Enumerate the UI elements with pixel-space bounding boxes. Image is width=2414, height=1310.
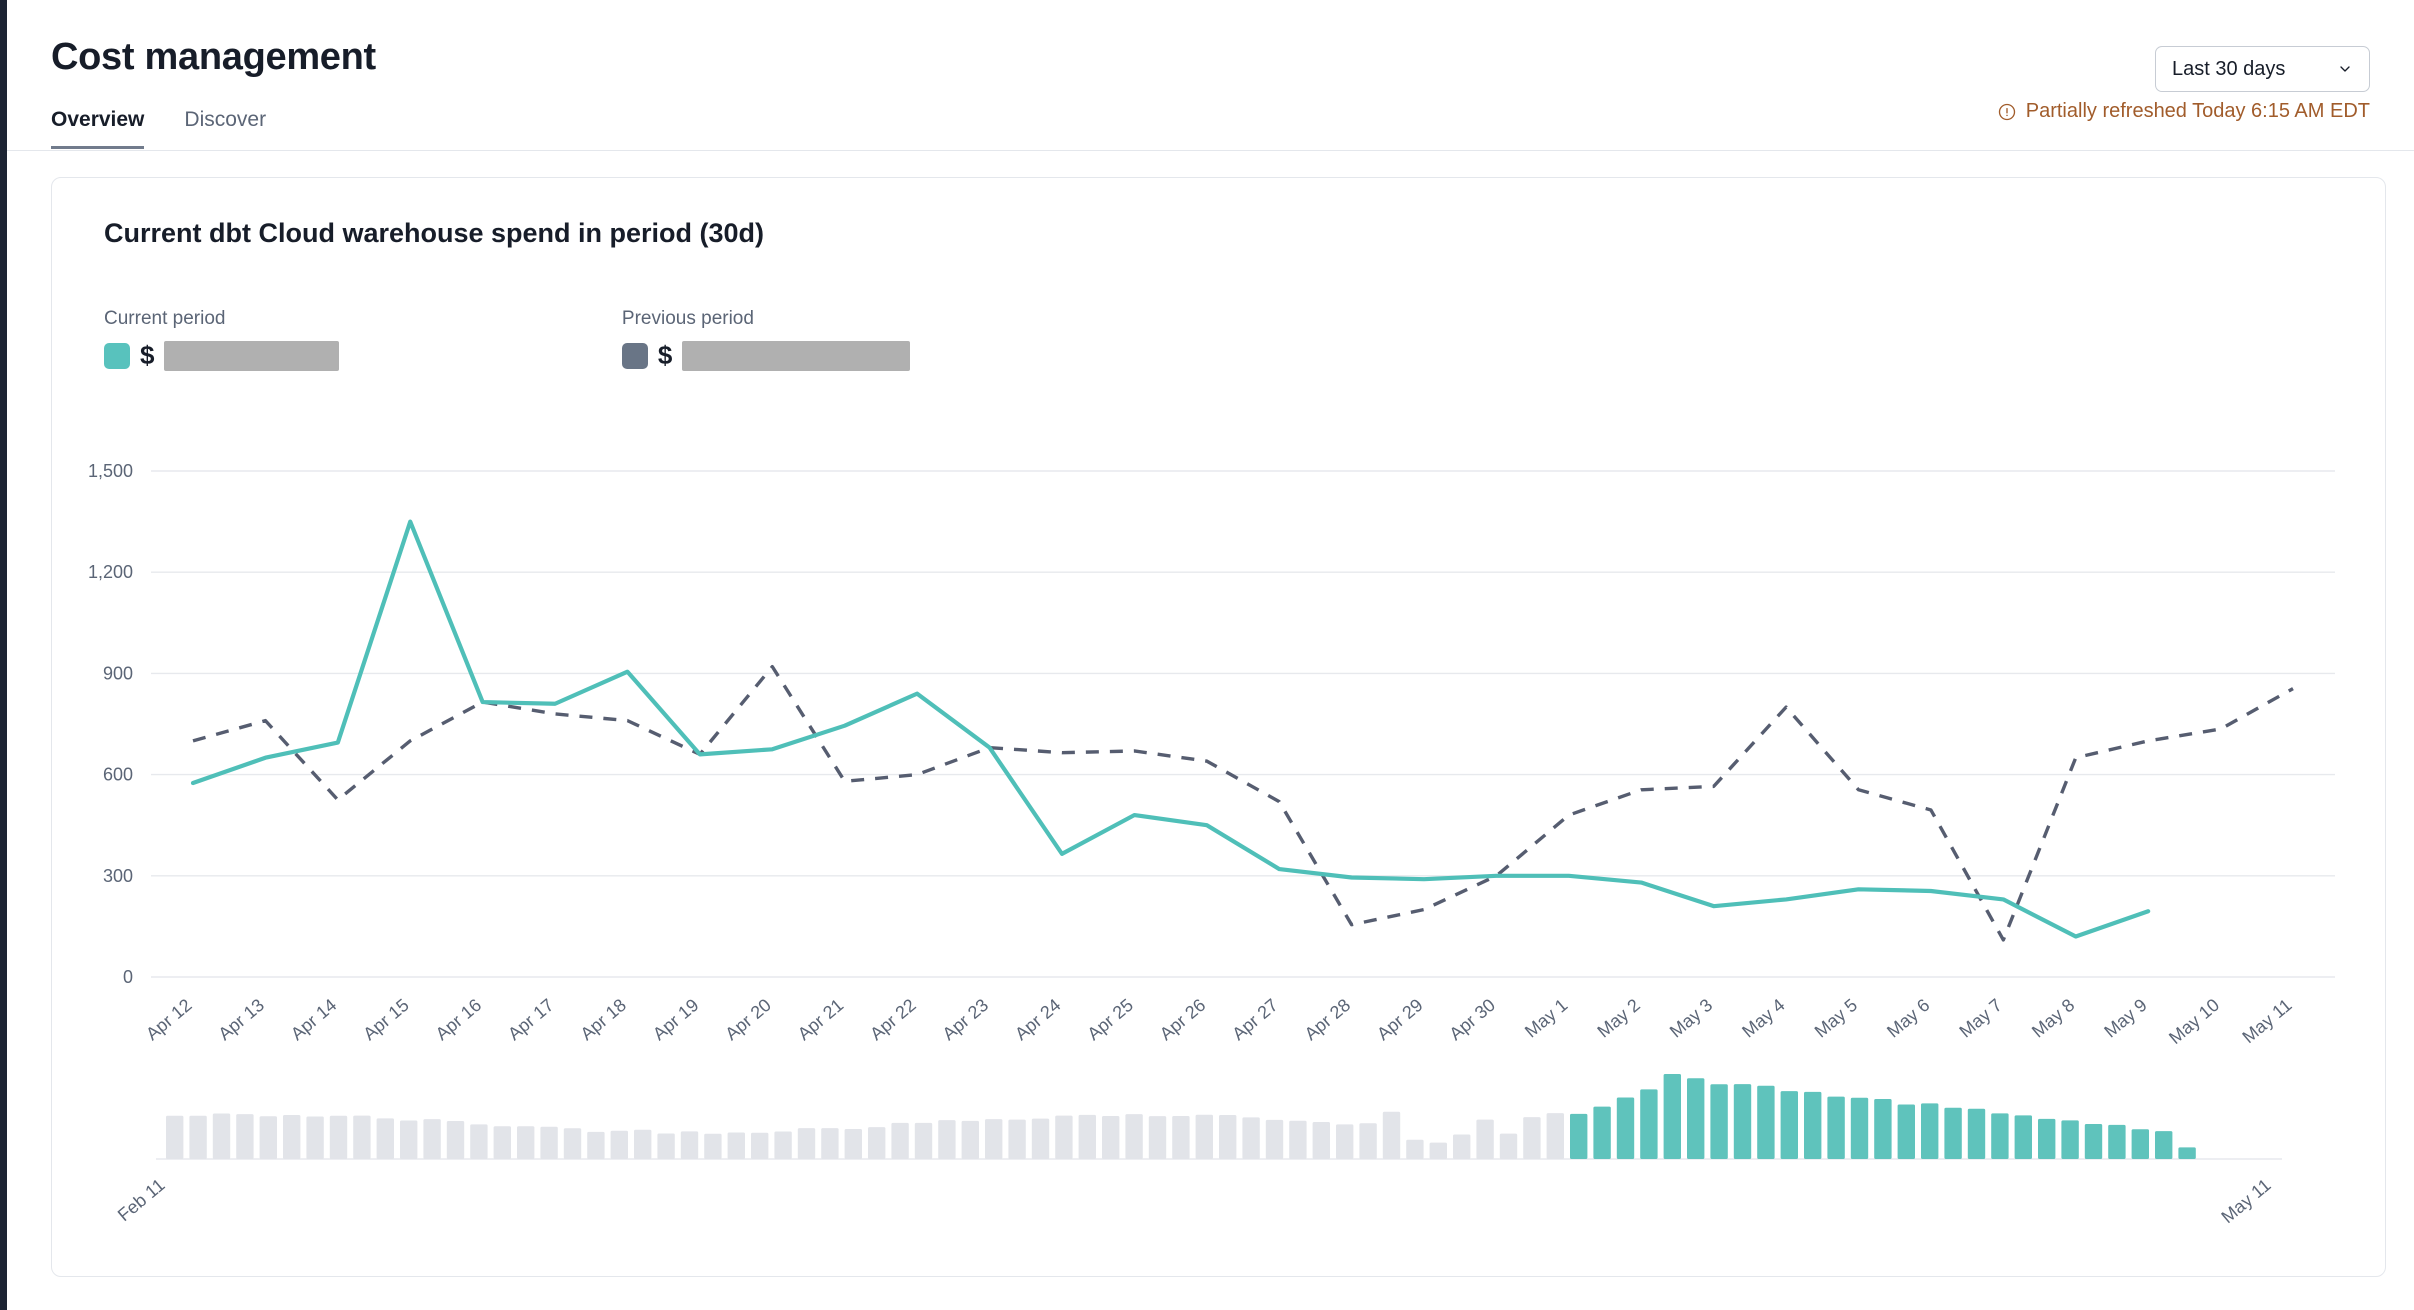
svg-text:May 7: May 7: [1956, 995, 2006, 1042]
svg-text:1,200: 1,200: [88, 562, 133, 582]
svg-text:Apr 27: Apr 27: [1228, 995, 1281, 1044]
svg-text:Apr 24: Apr 24: [1011, 995, 1064, 1044]
svg-text:May 10: May 10: [2165, 995, 2223, 1048]
svg-text:May 8: May 8: [2028, 995, 2078, 1042]
svg-text:May 4: May 4: [1738, 995, 1788, 1042]
svg-text:Apr 30: Apr 30: [1446, 995, 1499, 1044]
svg-text:Apr 23: Apr 23: [939, 995, 992, 1044]
svg-text:May 6: May 6: [1883, 995, 1933, 1042]
svg-text:May 2: May 2: [1593, 995, 1643, 1042]
svg-text:Apr 18: Apr 18: [577, 995, 630, 1044]
svg-text:Apr 29: Apr 29: [1373, 995, 1426, 1044]
svg-text:600: 600: [103, 765, 133, 785]
svg-text:May 3: May 3: [1666, 995, 1716, 1042]
svg-text:Apr 12: Apr 12: [142, 995, 195, 1044]
svg-text:Apr 15: Apr 15: [359, 995, 412, 1044]
svg-text:Apr 25: Apr 25: [1083, 995, 1136, 1044]
svg-text:Apr 17: Apr 17: [504, 995, 557, 1044]
svg-text:May 11: May 11: [2218, 1175, 2275, 1227]
svg-text:Apr 14: Apr 14: [287, 995, 340, 1044]
svg-text:Feb 11: Feb 11: [114, 1175, 169, 1225]
svg-text:300: 300: [103, 866, 133, 886]
svg-text:May 11: May 11: [2239, 995, 2296, 1047]
svg-text:900: 900: [103, 663, 133, 683]
svg-text:Apr 21: Apr 21: [794, 995, 847, 1044]
svg-text:1,500: 1,500: [88, 461, 133, 481]
svg-text:Apr 19: Apr 19: [649, 995, 702, 1044]
svg-text:May 5: May 5: [1811, 995, 1861, 1042]
svg-text:Apr 13: Apr 13: [214, 995, 267, 1044]
svg-text:Apr 16: Apr 16: [432, 995, 485, 1044]
svg-text:Apr 28: Apr 28: [1301, 995, 1354, 1044]
svg-text:Apr 22: Apr 22: [866, 995, 919, 1044]
svg-text:Apr 20: Apr 20: [721, 995, 774, 1044]
svg-text:Apr 26: Apr 26: [1156, 995, 1209, 1044]
svg-text:0: 0: [123, 967, 133, 987]
svg-text:May 1: May 1: [1521, 995, 1571, 1042]
svg-text:May 9: May 9: [2100, 995, 2150, 1042]
